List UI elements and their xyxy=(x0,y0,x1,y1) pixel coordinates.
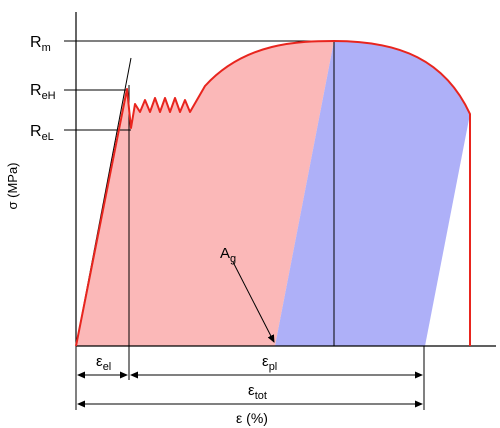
elastic-plastic-fill xyxy=(76,41,334,346)
ag-label: Ag xyxy=(220,245,236,265)
rm-label: Rm xyxy=(30,34,51,54)
x-axis-label: ε (%) xyxy=(236,410,268,426)
rel-label: ReL xyxy=(30,123,54,143)
eps-tot-label: εtot xyxy=(248,382,267,402)
stress-strain-curve xyxy=(75,40,471,347)
y-axis-label: σ (MPa) xyxy=(5,162,20,209)
reh-label: ReH xyxy=(30,82,56,102)
eps-pl-label: εpl xyxy=(262,353,277,373)
eps-el-label: εel xyxy=(96,353,111,373)
unloading-region-fill xyxy=(275,41,470,346)
ag-leader-arrow xyxy=(232,261,275,343)
